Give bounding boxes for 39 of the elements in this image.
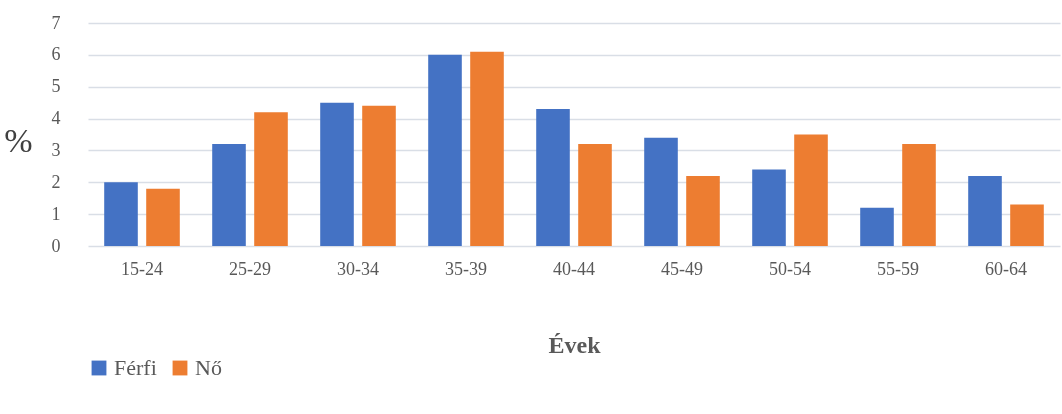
- x-tick-label: 60-64: [985, 258, 1027, 279]
- legend-label: Nő: [195, 355, 222, 380]
- bar: [794, 134, 828, 246]
- bar: [362, 105, 396, 246]
- bar: [578, 144, 612, 246]
- x-tick-label: 40-44: [553, 258, 595, 279]
- y-tick-label: 0: [51, 235, 61, 256]
- x-tick-label: 25-29: [229, 258, 271, 279]
- bar: [536, 109, 570, 246]
- y-tick-label: 4: [51, 108, 61, 129]
- x-axis-title: Évek: [548, 331, 602, 358]
- bar: [320, 102, 354, 246]
- x-tick-label: 15-24: [121, 258, 163, 279]
- bar: [212, 144, 246, 246]
- y-tick-label: 5: [51, 76, 61, 97]
- y-tick-label: 3: [51, 139, 61, 160]
- bar: [644, 137, 678, 246]
- bar: [146, 188, 180, 246]
- bar: [752, 169, 786, 246]
- y-tick-label: 7: [51, 12, 61, 33]
- x-tick-label: 30-34: [337, 258, 379, 279]
- y-tick-label: 2: [51, 171, 61, 192]
- bar: [968, 175, 1002, 246]
- bar: [428, 54, 462, 246]
- bar: [1010, 204, 1044, 246]
- bar: [902, 144, 936, 246]
- legend-label: Férfi: [114, 355, 157, 380]
- y-tick-label: 6: [51, 44, 61, 65]
- bar: [686, 175, 720, 246]
- x-tick-label: 50-54: [769, 258, 811, 279]
- bar: [470, 51, 504, 246]
- bar: [104, 182, 138, 246]
- y-axis-title: %: [4, 121, 33, 159]
- bar: [254, 112, 288, 246]
- y-tick-label: 1: [51, 203, 61, 224]
- x-tick-label: 55-59: [877, 258, 919, 279]
- bar: [860, 207, 894, 246]
- x-tick-label: 45-49: [661, 258, 703, 279]
- x-tick-label: 35-39: [445, 258, 487, 279]
